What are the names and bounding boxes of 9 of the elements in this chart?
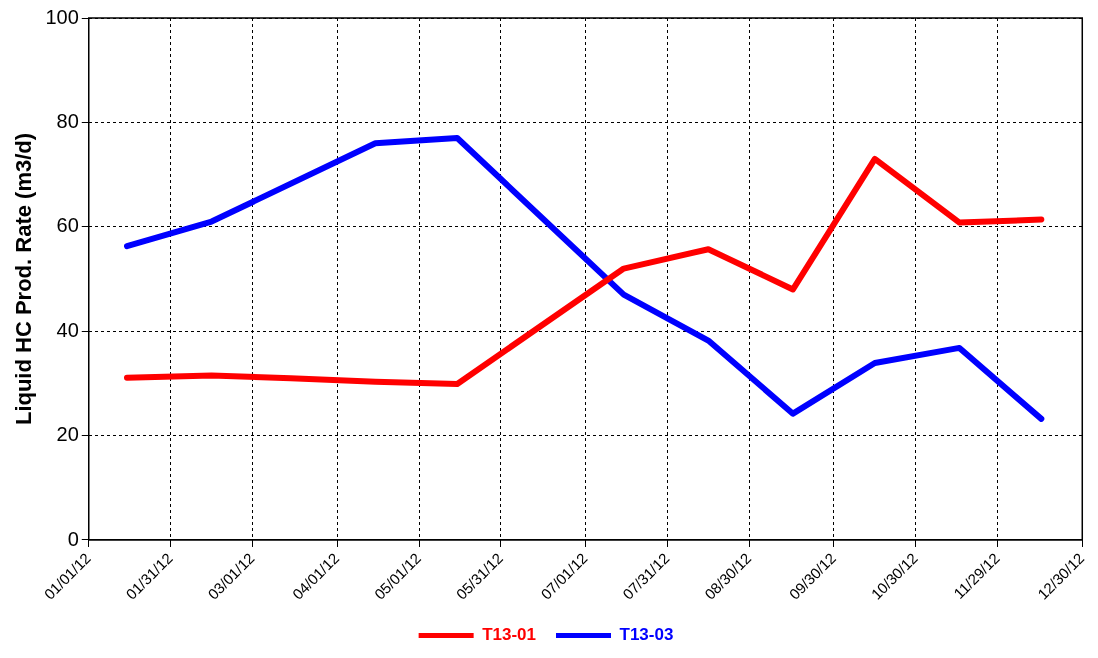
legend-label: T13-01 (482, 625, 537, 645)
y-tick-label: 100 (45, 5, 79, 28)
y-tick-label: 40 (56, 318, 79, 341)
y-axis-title: Liquid HC Prod. Rate (m3/d) (11, 132, 37, 426)
y-tick-label: 0 (67, 527, 79, 550)
y-tick-label: 80 (56, 109, 79, 132)
legend-label: T13-03 (619, 625, 674, 645)
y-tick-label: 60 (56, 214, 79, 237)
y-tick-label: 20 (56, 423, 79, 446)
